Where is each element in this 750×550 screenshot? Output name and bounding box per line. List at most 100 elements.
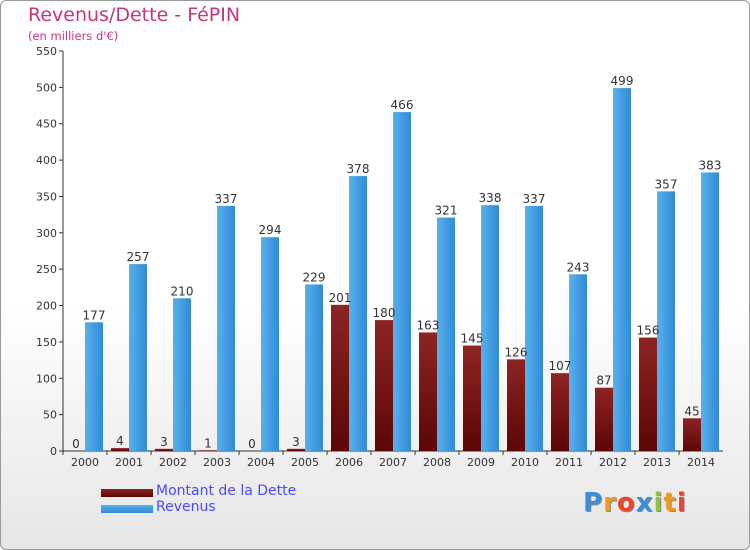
bar-revenus: [85, 322, 103, 451]
bar-dette: [683, 418, 701, 451]
data-label-revenus: 294: [259, 223, 282, 237]
data-label-revenus: 337: [523, 192, 546, 206]
data-label-dette: 201: [329, 291, 352, 305]
y-tick-label: 500: [36, 81, 57, 94]
legend-label-dette: Montant de la Dette: [156, 483, 297, 499]
bar-dette: [639, 337, 657, 451]
bar-dette: [551, 373, 569, 451]
x-tick-label: 2002: [159, 456, 187, 469]
data-label-dette: 1: [204, 436, 212, 450]
legend-label-revenus: Revenus: [156, 499, 216, 515]
y-tick-label: 400: [36, 154, 57, 167]
y-tick-label: 100: [36, 372, 57, 385]
y-tick-label: 250: [36, 263, 57, 276]
x-tick-label: 2012: [599, 456, 627, 469]
x-tick-label: 2005: [291, 456, 319, 469]
bar-dette: [331, 304, 349, 451]
proxiti-logo: Proxiti: [583, 488, 687, 518]
x-tick-label: 2014: [687, 456, 715, 469]
y-tick-label: 550: [36, 45, 57, 58]
data-label-dette: 3: [292, 435, 300, 449]
bar-revenus: [349, 176, 367, 451]
data-label-revenus: 177: [83, 308, 106, 322]
logo-letter: P: [583, 488, 604, 518]
data-label-dette: 156: [637, 324, 660, 338]
x-tick-label: 2000: [71, 456, 99, 469]
logo-letter: r: [603, 488, 617, 518]
data-label-dette: 163: [417, 318, 440, 332]
bar-revenus: [129, 264, 147, 451]
y-tick-label: 350: [36, 190, 57, 203]
data-label-dette: 3: [160, 435, 168, 449]
bar-revenus: [525, 205, 543, 451]
bar-revenus: [701, 172, 719, 452]
bar-revenus: [261, 237, 279, 451]
data-label-dette: 126: [505, 345, 528, 359]
y-tick-label: 150: [36, 336, 57, 349]
data-label-dette: 87: [596, 374, 611, 388]
chart-title: Revenus/Dette - FéPIN: [28, 4, 241, 26]
bar-dette: [463, 345, 481, 451]
data-label-revenus: 229: [303, 270, 326, 284]
bar-revenus: [173, 298, 191, 451]
bar-revenus: [481, 205, 499, 451]
logo-letter: t: [663, 488, 677, 518]
data-label-dette: 0: [72, 437, 80, 451]
bar-dette: [419, 332, 437, 451]
bar-revenus: [217, 205, 235, 451]
x-tick-label: 2006: [335, 456, 363, 469]
bar-revenus: [613, 88, 631, 451]
bar-dette: [287, 448, 305, 451]
y-tick-label: 50: [43, 409, 57, 422]
logo-letter: o: [616, 488, 636, 518]
x-tick-label: 2011: [555, 456, 583, 469]
x-tick-label: 2008: [423, 456, 451, 469]
bar-dette: [111, 448, 129, 451]
logo-letter: x: [635, 488, 654, 518]
logo-letter: i: [676, 488, 687, 518]
chart-subtitle: (en milliers d'€): [28, 29, 119, 43]
x-tick-label: 2009: [467, 456, 495, 469]
data-label-revenus: 337: [215, 192, 238, 206]
bar-dette: [507, 359, 525, 451]
bar-dette: [199, 450, 217, 451]
data-label-dette: 4: [116, 434, 124, 448]
bar-revenus: [569, 274, 587, 451]
bars: [85, 88, 719, 452]
logo-letter: i: [653, 488, 664, 518]
bar-revenus: [657, 191, 675, 451]
data-label-dette: 180: [373, 306, 396, 320]
x-tick-label: 2010: [511, 456, 539, 469]
data-label-revenus: 357: [655, 177, 678, 191]
y-tick-label: 300: [36, 227, 57, 240]
bar-revenus: [437, 217, 455, 451]
data-label-revenus: 321: [435, 204, 458, 218]
y-tick-label: 450: [36, 118, 57, 131]
bar-revenus: [305, 284, 323, 451]
data-label-dette: 107: [549, 359, 572, 373]
data-label-revenus: 210: [171, 284, 194, 298]
y-tick-label: 0: [50, 445, 57, 458]
data-label-revenus: 499: [611, 74, 634, 88]
bar-dette: [595, 387, 613, 451]
data-label-revenus: 338: [479, 191, 502, 205]
x-tick-label: 2001: [115, 456, 143, 469]
x-tick-label: 2007: [379, 456, 407, 469]
data-label-revenus: 378: [347, 162, 370, 176]
legend-swatch-revenus: [101, 505, 153, 513]
data-label-dette: 145: [461, 332, 484, 346]
y-tick-label: 200: [36, 300, 57, 313]
legend-swatch-dette: [101, 489, 153, 497]
bar-revenus: [393, 112, 411, 451]
x-tick-label: 2003: [203, 456, 231, 469]
data-label-revenus: 466: [391, 98, 414, 112]
bar-dette: [375, 320, 393, 451]
x-tick-label: 2004: [247, 456, 275, 469]
data-label-revenus: 257: [127, 250, 150, 264]
data-label-dette: 45: [684, 404, 699, 418]
data-label-revenus: 383: [699, 158, 722, 172]
data-label-revenus: 243: [567, 260, 590, 274]
